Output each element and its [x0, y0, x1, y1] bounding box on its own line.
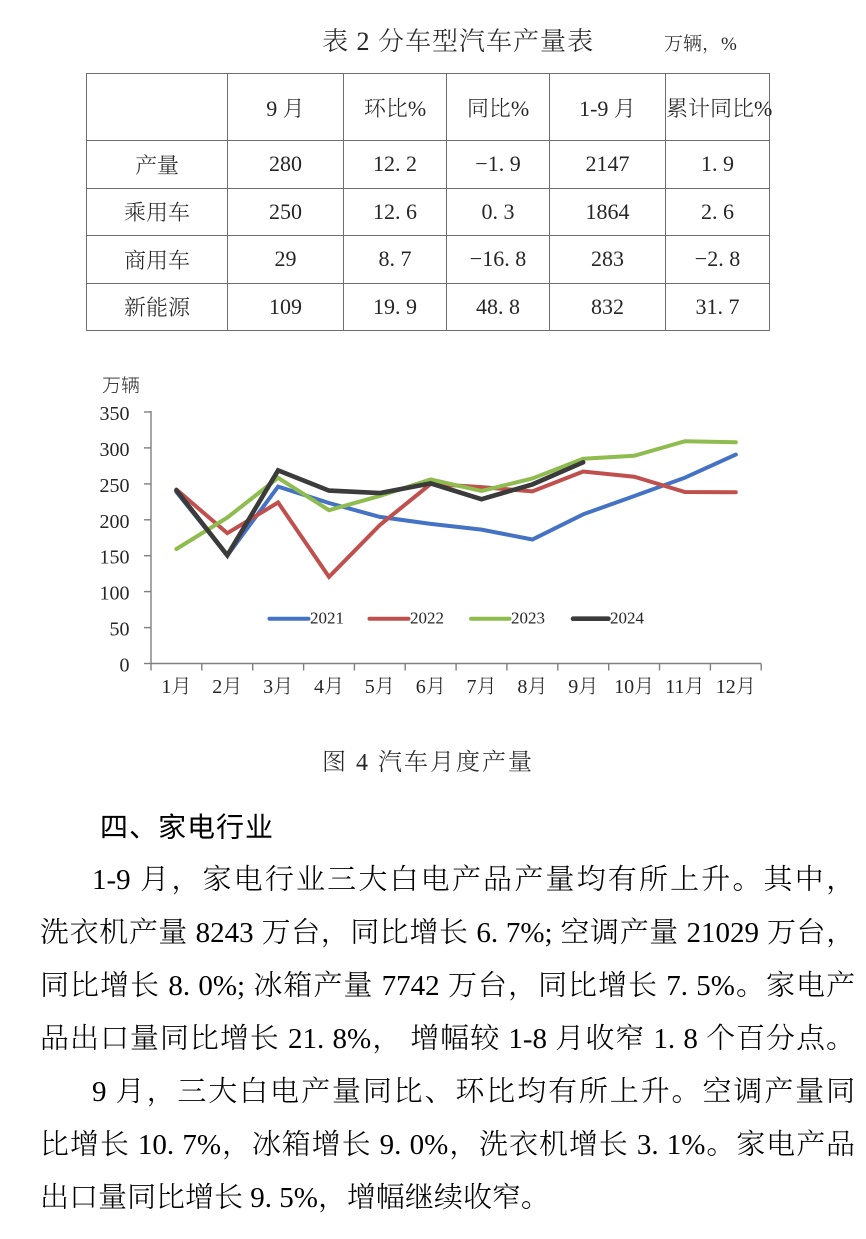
svg-text:200: 200 — [100, 511, 130, 533]
svg-text:10月: 10月 — [614, 676, 654, 698]
svg-text:2月: 2月 — [212, 676, 242, 698]
svg-text:12月: 12月 — [716, 676, 756, 698]
svg-text:100: 100 — [100, 583, 130, 605]
svg-text:万辆: 万辆 — [102, 376, 140, 397]
svg-text:8月: 8月 — [517, 676, 547, 698]
svg-text:9月: 9月 — [568, 676, 598, 698]
svg-text:2021: 2021 — [310, 609, 344, 628]
svg-text:0: 0 — [120, 655, 130, 677]
svg-text:2022: 2022 — [410, 609, 444, 628]
svg-text:7月: 7月 — [467, 676, 497, 698]
svg-text:2023: 2023 — [511, 609, 545, 628]
svg-text:3月: 3月 — [263, 676, 293, 698]
svg-text:150: 150 — [100, 547, 130, 569]
svg-text:2024: 2024 — [610, 609, 645, 628]
svg-text:250: 250 — [100, 475, 130, 497]
svg-text:4月: 4月 — [314, 676, 344, 698]
svg-text:5月: 5月 — [365, 676, 395, 698]
svg-text:50: 50 — [110, 619, 130, 641]
svg-text:300: 300 — [100, 439, 130, 461]
svg-text:11月: 11月 — [665, 676, 704, 698]
svg-text:350: 350 — [100, 403, 130, 425]
svg-text:6月: 6月 — [416, 676, 446, 698]
svg-text:1月: 1月 — [161, 676, 191, 698]
